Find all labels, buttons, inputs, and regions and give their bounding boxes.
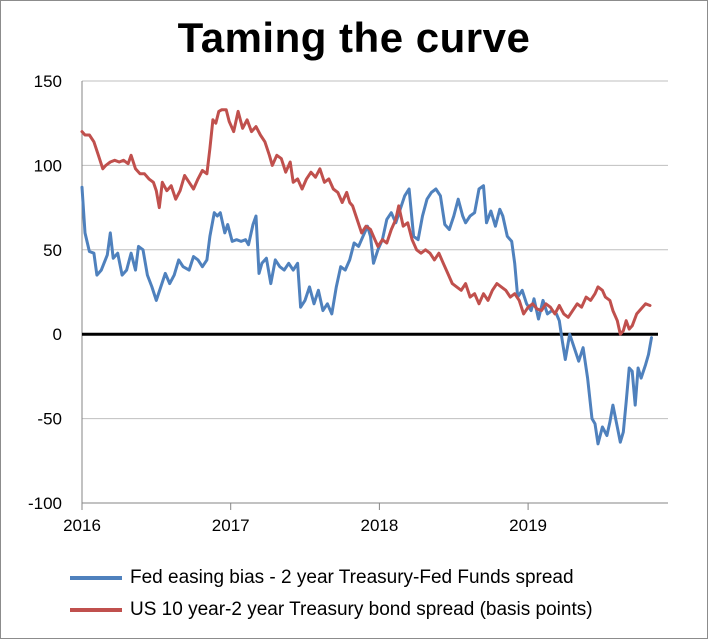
legend-swatch xyxy=(70,608,122,612)
x-tick-label: 2016 xyxy=(63,516,101,535)
x-tick-label: 2017 xyxy=(212,516,250,535)
series-line-fed-easing xyxy=(80,184,653,446)
line-chart: -100 -50 0 50 100 150 2016 2017 2018 2019 xyxy=(28,72,668,535)
y-tick-label: 50 xyxy=(43,241,62,260)
legend-label: US 10 year-2 year Treasury bond spread (… xyxy=(130,599,593,620)
y-tick-label: -50 xyxy=(37,410,62,429)
y-tick-label: 150 xyxy=(34,72,62,91)
legend-item-treasury-spread: US 10 year-2 year Treasury bond spread (… xyxy=(70,595,690,625)
axes: -100 -50 0 50 100 150 2016 2017 2018 2019 xyxy=(28,72,668,535)
series-lines xyxy=(80,108,653,446)
x-tick-label: 2019 xyxy=(509,516,547,535)
series-line-treasury-spread xyxy=(80,108,652,336)
x-tick-label: 2018 xyxy=(360,516,398,535)
y-tick-label: 100 xyxy=(34,156,62,175)
legend-swatch xyxy=(70,576,122,580)
y-tick-label: 0 xyxy=(53,325,62,344)
legend-item-fed-easing: Fed easing bias - 2 year Treasury-Fed Fu… xyxy=(70,563,690,593)
chart-title: Taming the curve xyxy=(177,14,531,61)
legend-label: Fed easing bias - 2 year Treasury-Fed Fu… xyxy=(130,567,574,588)
gridlines xyxy=(82,80,668,504)
y-tick-label: -100 xyxy=(28,494,62,513)
